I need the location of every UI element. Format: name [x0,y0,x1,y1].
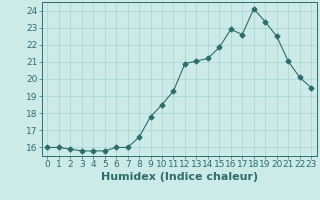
X-axis label: Humidex (Indice chaleur): Humidex (Indice chaleur) [100,172,258,182]
